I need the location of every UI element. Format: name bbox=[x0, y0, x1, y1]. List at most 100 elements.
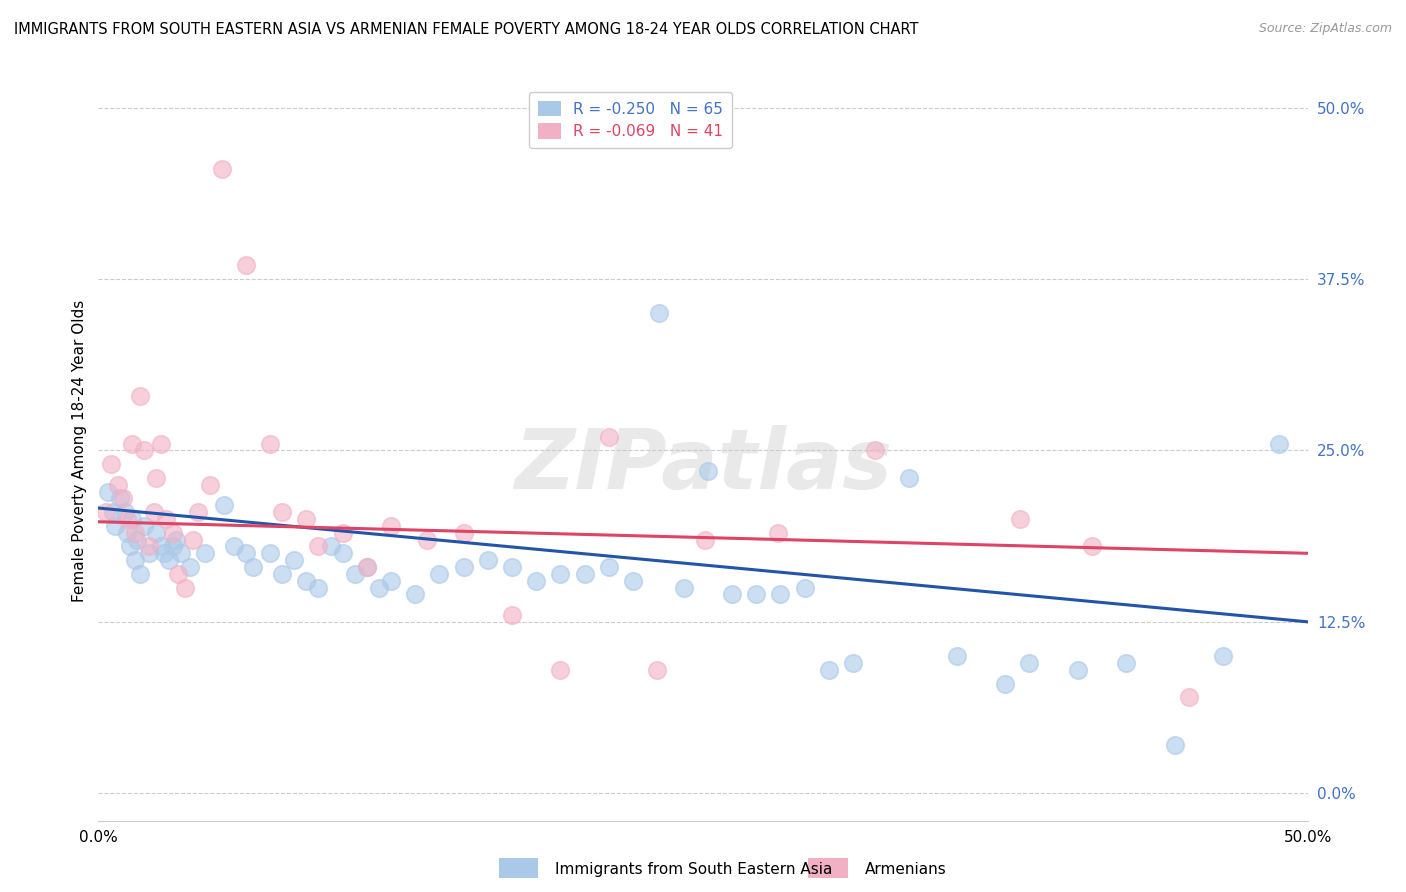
Point bbox=[283, 553, 305, 567]
Point bbox=[259, 436, 281, 450]
Point bbox=[162, 525, 184, 540]
Point bbox=[672, 581, 695, 595]
Text: Source: ZipAtlas.com: Source: ZipAtlas.com bbox=[1258, 22, 1392, 36]
Point bbox=[416, 533, 439, 547]
Point bbox=[721, 587, 744, 601]
Point bbox=[118, 540, 141, 554]
Point bbox=[598, 430, 620, 444]
Point bbox=[174, 581, 197, 595]
Point bbox=[1115, 656, 1137, 670]
Point bbox=[695, 533, 717, 547]
Point bbox=[124, 525, 146, 540]
Point bbox=[169, 546, 191, 560]
Point bbox=[453, 560, 475, 574]
Point bbox=[598, 560, 620, 574]
Point bbox=[308, 581, 330, 595]
Text: ZIPatlas: ZIPatlas bbox=[515, 425, 891, 506]
Point bbox=[574, 566, 596, 581]
Point bbox=[501, 560, 523, 574]
Point bbox=[198, 477, 221, 491]
Point bbox=[97, 484, 120, 499]
Point bbox=[150, 436, 173, 450]
Point bbox=[1081, 540, 1104, 554]
Point bbox=[380, 519, 402, 533]
Point bbox=[295, 512, 318, 526]
Point bbox=[332, 546, 354, 560]
Point bbox=[308, 540, 330, 554]
Point bbox=[134, 443, 156, 458]
Point bbox=[1178, 690, 1201, 705]
Point bbox=[745, 587, 768, 601]
Point bbox=[145, 471, 167, 485]
Point bbox=[100, 457, 122, 471]
Point bbox=[121, 436, 143, 450]
Point bbox=[1018, 656, 1040, 670]
Point bbox=[145, 525, 167, 540]
Point bbox=[165, 533, 187, 547]
Point bbox=[155, 512, 177, 526]
Point bbox=[187, 505, 209, 519]
Point bbox=[1212, 649, 1234, 664]
Text: IMMIGRANTS FROM SOUTH EASTERN ASIA VS ARMENIAN FEMALE POVERTY AMONG 18-24 YEAR O: IMMIGRANTS FROM SOUTH EASTERN ASIA VS AR… bbox=[14, 22, 918, 37]
Point bbox=[143, 505, 166, 519]
Point bbox=[994, 676, 1017, 690]
Point bbox=[524, 574, 547, 588]
Point bbox=[138, 540, 160, 554]
Point bbox=[211, 162, 233, 177]
Point bbox=[453, 525, 475, 540]
Point bbox=[138, 546, 160, 560]
Point bbox=[501, 607, 523, 622]
Point bbox=[117, 525, 139, 540]
Point bbox=[121, 512, 143, 526]
Point bbox=[645, 663, 668, 677]
Point bbox=[235, 546, 257, 560]
Point bbox=[769, 587, 792, 601]
Point bbox=[235, 259, 257, 273]
Point bbox=[127, 533, 149, 547]
Text: Armenians: Armenians bbox=[865, 863, 946, 877]
Point bbox=[550, 663, 572, 677]
Point bbox=[128, 389, 150, 403]
Point bbox=[157, 553, 180, 567]
Point bbox=[1163, 738, 1185, 752]
Point bbox=[793, 581, 815, 595]
Point bbox=[863, 443, 886, 458]
Point bbox=[101, 505, 124, 519]
Point bbox=[271, 566, 294, 581]
Point bbox=[319, 540, 342, 554]
Point bbox=[222, 540, 245, 554]
Point bbox=[128, 566, 150, 581]
Point bbox=[111, 491, 134, 506]
Point bbox=[1067, 663, 1090, 677]
Point bbox=[648, 306, 671, 320]
Point bbox=[107, 477, 129, 491]
Point bbox=[134, 519, 156, 533]
Point bbox=[621, 574, 644, 588]
Point bbox=[104, 519, 127, 533]
Point bbox=[179, 560, 201, 574]
Point bbox=[167, 566, 190, 581]
Point bbox=[194, 546, 217, 560]
Point bbox=[842, 656, 865, 670]
Point bbox=[259, 546, 281, 560]
Point bbox=[429, 566, 451, 581]
Point bbox=[550, 566, 572, 581]
Point bbox=[356, 560, 378, 574]
Point bbox=[477, 553, 499, 567]
Point bbox=[295, 574, 318, 588]
Point bbox=[242, 560, 264, 574]
Point bbox=[897, 471, 920, 485]
Point bbox=[356, 560, 378, 574]
Point bbox=[150, 540, 173, 554]
Point bbox=[766, 525, 789, 540]
Point bbox=[946, 649, 969, 664]
Point bbox=[212, 498, 235, 512]
Point bbox=[404, 587, 426, 601]
Point bbox=[114, 505, 136, 519]
Point bbox=[1008, 512, 1031, 526]
Point bbox=[162, 540, 184, 554]
Point bbox=[368, 581, 391, 595]
Point bbox=[380, 574, 402, 588]
Point bbox=[117, 512, 139, 526]
Legend: R = -0.250   N = 65, R = -0.069   N = 41: R = -0.250 N = 65, R = -0.069 N = 41 bbox=[529, 92, 733, 148]
